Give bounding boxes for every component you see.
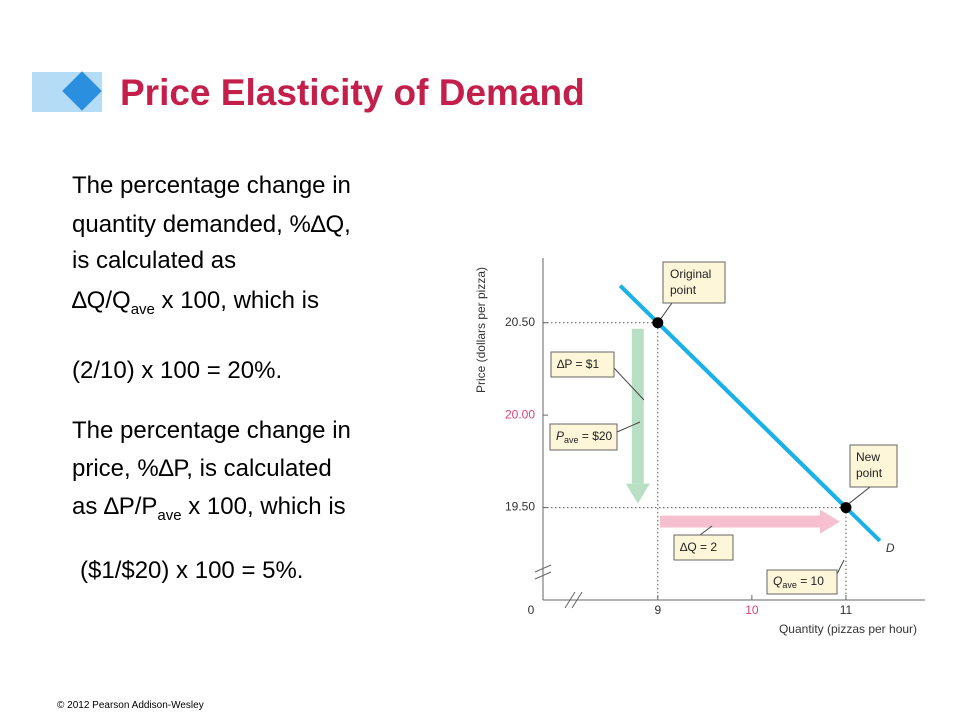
text-line: is calculated as xyxy=(72,247,236,275)
subscript: ave xyxy=(782,580,797,590)
axis-break xyxy=(564,591,576,609)
dp-note-leader xyxy=(613,367,645,401)
text-segment: (2/10) x 100 = 20%. xyxy=(72,357,283,384)
note-text: ∆P = $1 xyxy=(557,357,599,371)
footer: © 2012 Pearson Addison-Wesley xyxy=(57,700,204,711)
guide-line xyxy=(543,507,847,600)
x-tick-label: 9 xyxy=(654,603,661,617)
note-text: ∆Q = 2 xyxy=(680,540,717,554)
demand-curve xyxy=(656,321,848,509)
text-segment: = 10 xyxy=(797,574,824,588)
axis-break xyxy=(534,571,552,580)
x-tick-label: 11 xyxy=(840,603,853,617)
text-line: price, %∆P, is calculated xyxy=(72,455,332,483)
origin-label: 0 xyxy=(528,603,535,617)
text-segment: is calculated as xyxy=(72,247,237,274)
note-text: New xyxy=(856,450,880,464)
text-segment: ($1/$20) x 100 = 5%. xyxy=(80,557,304,584)
delta-p-arrow-head xyxy=(625,483,650,504)
text-segment: The percentage change in xyxy=(72,172,351,199)
new-note-box xyxy=(849,444,898,488)
text-line: (2/10) x 100 = 20%. xyxy=(72,357,282,385)
dp-note-box xyxy=(550,351,615,378)
note-text: point xyxy=(856,466,883,480)
y-tick-label: 20.50 xyxy=(505,315,535,329)
subscript: ave xyxy=(157,506,182,524)
point xyxy=(652,317,664,329)
text-line: The percentage change in xyxy=(72,172,351,200)
note-text: Original xyxy=(670,267,711,281)
axis-break xyxy=(571,591,583,609)
qave-note-box xyxy=(766,569,838,595)
text-segment: x 100, which is xyxy=(154,287,319,314)
text-segment: ∆Q/Q xyxy=(72,287,131,314)
text-segment: P xyxy=(556,429,564,443)
note-text: Qave = 10 xyxy=(773,574,824,590)
subscript: ave xyxy=(564,435,579,445)
y-axis-label: Price (dollars per pizza) xyxy=(474,267,488,393)
title: Price Elasticity of Demand xyxy=(120,72,585,113)
note-text: point xyxy=(670,283,697,297)
point xyxy=(840,502,852,514)
dq-note-box xyxy=(673,534,734,561)
text-line: as ∆P/Pave x 100, which is xyxy=(72,493,346,524)
original-note-leader xyxy=(660,302,673,319)
text-segment: quantity demanded, %∆Q, xyxy=(72,211,351,238)
x-tick-label: 10 xyxy=(745,603,759,617)
delta-p-arrow xyxy=(631,328,644,484)
text-line: ∆Q/Qave x 100, which is xyxy=(72,287,319,318)
text-line: ($1/$20) x 100 = 5%. xyxy=(80,557,303,585)
y-tick-label: 19.50 xyxy=(505,500,535,514)
text-segment: price, %∆P, is calculated xyxy=(72,455,332,482)
text-segment: The percentage change in xyxy=(72,417,351,444)
text-segment: x 100, which is xyxy=(181,493,346,520)
pave-note-leader xyxy=(616,421,641,433)
note-text: Pave = $20 xyxy=(556,429,613,445)
original-note-box xyxy=(662,261,726,304)
delta-q-arrow-head xyxy=(819,509,840,534)
text-line: The percentage change in xyxy=(72,417,351,445)
new-note-leader xyxy=(848,486,871,504)
axis-break xyxy=(534,564,552,573)
delta-q-arrow xyxy=(659,515,820,528)
series-label: D xyxy=(886,541,895,555)
text-line: quantity demanded, %∆Q, xyxy=(72,211,351,239)
y-tick-label: 20.00 xyxy=(505,407,535,421)
dq-note-leader xyxy=(699,525,713,536)
text-segment: as ∆P/P xyxy=(72,493,158,520)
text-segment: = $20 xyxy=(579,429,613,443)
x-axis-label: Quantity (pizzas per hour) xyxy=(779,622,917,636)
qave-note-leader xyxy=(836,559,845,575)
text-segment: Q xyxy=(773,574,782,588)
subscript: ave xyxy=(130,300,155,318)
pave-note-box xyxy=(549,423,618,451)
